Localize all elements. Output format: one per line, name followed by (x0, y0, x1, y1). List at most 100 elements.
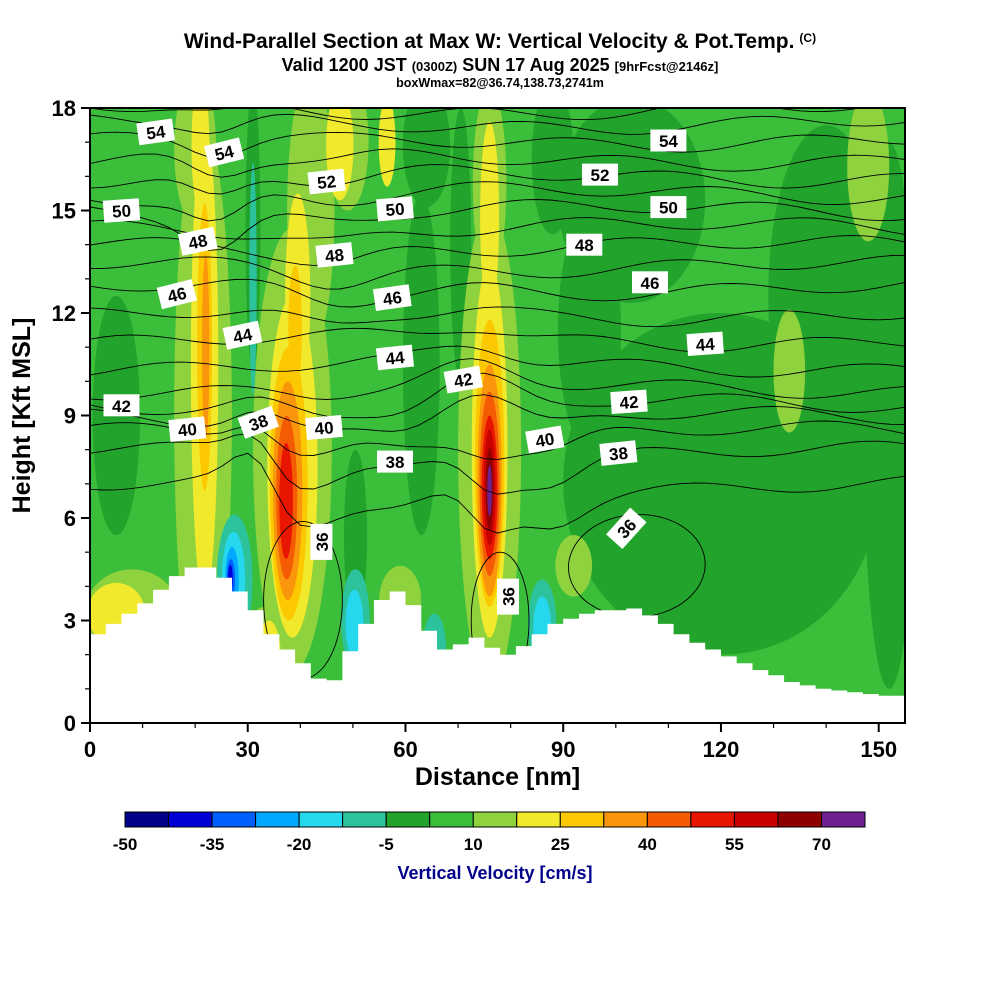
contour-label: 46 (632, 271, 668, 294)
theta-contour-line (90, 235, 905, 266)
theta-contour-line (90, 199, 905, 251)
theta-contour-line (90, 358, 905, 401)
contour-label: 54 (203, 137, 245, 168)
contour-label-value: 40 (534, 429, 556, 451)
contour-label: 40 (525, 425, 565, 454)
x-tick-label: 0 (84, 737, 96, 762)
theta-contour-line (90, 148, 905, 178)
contour-label: 48 (315, 242, 354, 268)
colorbar-segment (646, 811, 692, 828)
contour-label-value: 54 (213, 142, 236, 165)
theta-contour-line (90, 254, 905, 290)
contour-label: 50 (102, 198, 141, 223)
contour-label-value: 48 (324, 245, 345, 266)
contour-label-value: 54 (659, 132, 678, 151)
y-axis-title: Height [Kft MSL] (8, 318, 36, 514)
velocity-fill-blob (862, 142, 905, 689)
title-line: Wind-Parallel Section at Max W: Vertical… (0, 30, 1000, 54)
x-tick-label: 120 (703, 737, 740, 762)
velocity-fill-blob (378, 108, 396, 187)
contour-label-value: 40 (177, 420, 198, 441)
x-tick-label: 150 (860, 737, 897, 762)
contour-label: 42 (443, 365, 483, 394)
colorbar-tick-label: -5 (379, 835, 394, 854)
contour-label: 40 (305, 414, 343, 441)
contour-label-value: 46 (382, 288, 403, 309)
contour-label-value: 46 (641, 274, 660, 293)
colorbar-segment (690, 811, 735, 828)
chart-header: Wind-Parallel Section at Max W: Vertical… (0, 30, 1000, 90)
contour-label: 36 (310, 523, 333, 560)
contour-label: 48 (177, 226, 218, 256)
contour-label: 42 (103, 394, 140, 417)
velocity-fill-blob (480, 121, 500, 313)
velocity-fill-blob (288, 265, 302, 395)
colorbar-title: Vertical Velocity [cm/s] (397, 863, 592, 883)
colorbar-segment (820, 811, 866, 828)
colorbar-segment (342, 811, 387, 828)
theta-contour-line (90, 394, 905, 432)
contour-label-value: 52 (591, 166, 610, 185)
theta-contour-line (90, 452, 905, 534)
chart-title: Wind-Parallel Section at Max W: Vertical… (183, 30, 795, 53)
wmax-annotation: boxWmax=82@36.74,138.73,2741m (396, 75, 604, 90)
velocity-fill-blob (402, 193, 440, 536)
velocity-fill-blob (847, 108, 890, 242)
colorbar-tick-label: 25 (551, 835, 570, 854)
velocity-fill-blob (555, 535, 593, 597)
velocity-shading-field (90, 108, 905, 723)
colorbar-tick-label: -35 (200, 835, 225, 854)
contour-label: 54 (136, 118, 176, 146)
theta-contour-line (90, 278, 905, 308)
theta-contour-line (90, 372, 905, 419)
contour-label-value: 52 (316, 172, 337, 193)
colorbar-segment (603, 811, 648, 828)
velocity-fill-blob (202, 254, 210, 440)
contour-label-value: 48 (575, 236, 594, 255)
contour-label-value: 50 (111, 201, 131, 221)
contour-label-value: 36 (313, 532, 332, 551)
colorbar-segment (559, 811, 605, 828)
subtitle-line: Valid 1200 JST (0300Z) SUN 17 Aug 2025 [… (0, 55, 1000, 76)
contour-label: 50 (376, 196, 414, 222)
colorbar-segment (211, 811, 257, 828)
contour-label: 40 (168, 416, 207, 443)
colorbar-segment (516, 811, 561, 828)
terrain-silhouette (90, 567, 905, 723)
contour-label: 48 (566, 233, 603, 256)
contour-label: 38 (599, 440, 638, 466)
y-tick-label: 6 (64, 506, 76, 531)
contour-label-value: 38 (608, 444, 629, 465)
valid-time-utc: (0300Z) (411, 59, 458, 75)
contour-label: 52 (307, 168, 346, 195)
contour-label: 44 (375, 344, 415, 371)
colorbar-segment (777, 811, 822, 828)
theta-contour-line (90, 306, 905, 328)
contour-label-value: 44 (695, 335, 716, 355)
contour-label: 46 (372, 284, 412, 311)
theta-contour-line (90, 181, 905, 222)
contour-label: 38 (377, 450, 413, 473)
colorbar-segment (255, 811, 300, 828)
theta-contour-line (90, 327, 905, 353)
velocity-fill-blob (279, 442, 293, 559)
colorbar-tick-label: 55 (725, 835, 744, 854)
contour-label: 36 (497, 578, 519, 615)
y-tick-label: 15 (52, 199, 76, 224)
contour-label-value: 42 (112, 397, 131, 416)
contour-label-value: 42 (619, 393, 639, 413)
colorbar-segment (298, 811, 344, 828)
theta-contour-line (90, 433, 905, 495)
colorbar-segment (472, 811, 518, 828)
y-tick-label: 3 (64, 609, 76, 634)
colorbar-segment (429, 811, 474, 828)
contour-label: 50 (650, 196, 687, 219)
contour-label: 44 (686, 331, 724, 357)
contour-label: 44 (222, 320, 263, 350)
colorbar: -50 -35 -20 -5 10 25 40 55 70 Vertical Velocity [… (113, 811, 866, 883)
contour-label-value: 44 (231, 325, 254, 348)
velocity-fill-blob (402, 108, 451, 208)
